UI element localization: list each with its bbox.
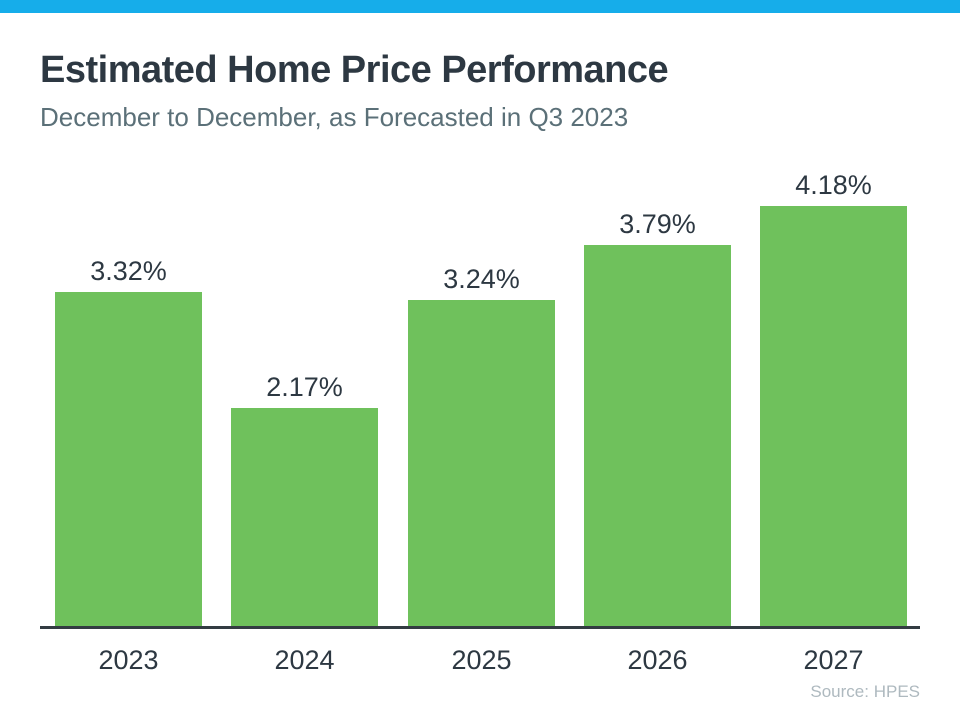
x-tick-label-2027: 2027	[803, 645, 864, 675]
bar-2025	[408, 300, 555, 626]
x-tick-label-2024: 2024	[274, 645, 335, 675]
page-title: Estimated Home Price Performance	[40, 49, 669, 91]
bar-2024	[231, 408, 378, 626]
bar-2026	[584, 245, 731, 626]
x-tick-label-2026: 2026	[627, 645, 688, 675]
page-subtitle: December to December, as Forecasted in Q…	[40, 102, 629, 132]
x-tick-label-2025: 2025	[451, 645, 512, 675]
bar-2027	[760, 206, 907, 626]
x-axis-line	[40, 626, 920, 629]
bar-value-label-2025: 3.24%	[443, 264, 520, 294]
top-accent-bar	[0, 0, 960, 13]
source-note: Source: HPES	[810, 682, 920, 701]
bar-value-label-2023: 3.32%	[90, 256, 167, 286]
bar-value-label-2027: 4.18%	[795, 170, 872, 200]
x-tick-label-2023: 2023	[98, 645, 159, 675]
bar-value-label-2026: 3.79%	[619, 209, 696, 239]
bar-value-label-2024: 2.17%	[266, 372, 343, 402]
bar-2023	[55, 292, 202, 626]
